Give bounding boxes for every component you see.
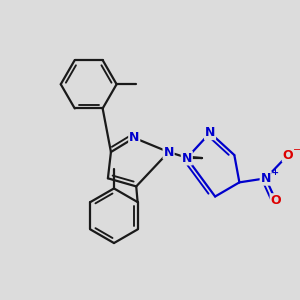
Text: O: O	[271, 194, 281, 207]
Text: N: N	[205, 126, 215, 139]
Text: N: N	[129, 131, 140, 144]
Text: N: N	[164, 146, 174, 158]
Text: +: +	[271, 168, 278, 177]
Text: −: −	[293, 145, 300, 154]
Text: N: N	[182, 152, 192, 165]
Text: O: O	[283, 148, 293, 162]
Text: N: N	[260, 172, 271, 185]
